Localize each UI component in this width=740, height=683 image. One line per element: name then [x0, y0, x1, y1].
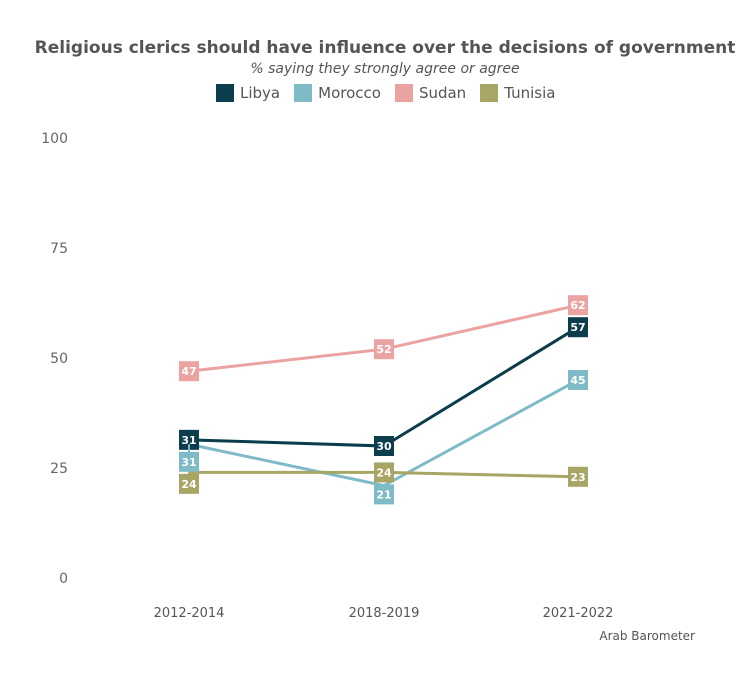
- data-label: 31: [181, 434, 196, 447]
- legend-swatch: [394, 84, 413, 102]
- data-point-tunisia: [374, 462, 394, 483]
- data-point-morocco: [374, 484, 394, 505]
- data-point-tunisia: [179, 473, 199, 494]
- legend-swatch: [294, 84, 313, 102]
- data-point-tunisia: [568, 466, 588, 487]
- data-label: 23: [570, 471, 585, 484]
- data-label: 30: [376, 440, 392, 453]
- data-label: 52: [376, 343, 391, 356]
- x-tick-label: 2021-2022: [543, 606, 614, 621]
- data-point-sudan: [374, 339, 394, 360]
- legend-swatch: [216, 84, 234, 102]
- y-tick-label: 25: [50, 461, 68, 477]
- legend-label: Libya: [240, 84, 281, 102]
- legend: Libya Morocco Sudan Tunisia: [216, 84, 555, 102]
- legend-label: Morocco: [318, 84, 381, 102]
- x-tick-label: 2018-2019: [349, 606, 420, 621]
- legend-item-tunisia: Tunisia: [480, 84, 555, 102]
- x-tick-label: 2012-2014: [154, 606, 225, 621]
- data-point-morocco: [179, 451, 199, 472]
- legend-item-morocco: Morocco: [294, 84, 381, 102]
- legend-swatch: [480, 84, 499, 102]
- data-label: 62: [570, 299, 585, 312]
- chart-subtitle: % saying they strongly agree or agree: [250, 61, 520, 77]
- data-label: 31: [181, 456, 196, 469]
- data-point-morocco: [568, 370, 588, 390]
- data-point-sudan: [179, 361, 199, 382]
- data-point-libya: [568, 317, 588, 338]
- data-label: 24: [181, 478, 197, 491]
- y-tick-label: 0: [59, 571, 68, 587]
- legend-label: Tunisia: [504, 84, 556, 102]
- legend-item-sudan: Sudan: [394, 84, 467, 102]
- chart-title: Religious clerics should have influence …: [34, 38, 736, 58]
- data-label: 47: [181, 365, 196, 378]
- data-label: 57: [570, 321, 585, 334]
- y-tick-label: 100: [41, 131, 68, 147]
- data-point-libya: [374, 436, 394, 456]
- y-tick-label: 50: [50, 351, 68, 367]
- source-note: Arab Barometer: [599, 629, 695, 643]
- legend-item-libya: Libya: [216, 84, 280, 102]
- data-label: 24: [376, 466, 392, 479]
- y-tick-label: 75: [50, 241, 68, 257]
- legend-label: Sudan: [418, 84, 467, 102]
- data-point-libya: [179, 429, 199, 450]
- data-point-sudan: [568, 295, 588, 316]
- data-label: 45: [570, 374, 585, 387]
- data-label: 21: [376, 488, 391, 501]
